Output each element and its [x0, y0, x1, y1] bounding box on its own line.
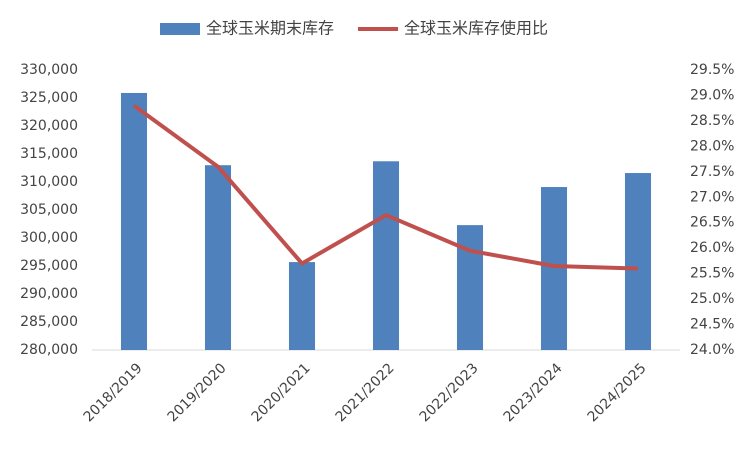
- bar: [372, 161, 400, 350]
- y-tick-label: 330,000: [20, 62, 78, 78]
- y-tick-label: 300,000: [20, 230, 78, 246]
- x-tick-label: 2021/2022: [333, 360, 398, 425]
- y2-tick-label: 28.5%: [690, 113, 734, 129]
- y-tick-label: 310,000: [20, 174, 78, 190]
- y2-tick-label: 27.5%: [690, 164, 734, 180]
- y-tick-label: 325,000: [20, 90, 78, 106]
- y2-tick-label: 24.5%: [690, 317, 734, 333]
- legend-swatch: [160, 23, 200, 35]
- y2-tick-label: 25.0%: [690, 291, 734, 307]
- y2-tick-label: 29.5%: [690, 62, 734, 78]
- y2-tick-label: 26.5%: [690, 215, 734, 231]
- y-tick-label: 290,000: [20, 286, 78, 302]
- bar: [540, 187, 568, 350]
- x-tick-label: 2018/2019: [81, 360, 146, 425]
- y2-tick-label: 24.0%: [690, 342, 734, 358]
- y2-tick-label: 28.0%: [690, 138, 734, 154]
- x-tick-label: 2019/2020: [165, 360, 230, 425]
- bar: [624, 173, 652, 350]
- y-tick-label: 320,000: [20, 118, 78, 134]
- y-tick-label: 285,000: [20, 314, 78, 330]
- bar: [456, 225, 484, 350]
- bar: [204, 165, 232, 350]
- legend-label: 全球玉米期末库存: [206, 19, 334, 38]
- legend-label: 全球玉米库存使用比: [404, 19, 548, 38]
- y-tick-label: 315,000: [20, 146, 78, 162]
- line: [132, 104, 639, 271]
- y-tick-label: 295,000: [20, 258, 78, 274]
- bar: [288, 262, 316, 350]
- y2-tick-label: 25.5%: [690, 266, 734, 282]
- x-tick-label: 2022/2023: [417, 360, 482, 425]
- y-tick-label: 305,000: [20, 202, 78, 218]
- y2-tick-label: 26.0%: [690, 240, 734, 256]
- y-tick-label: 280,000: [20, 342, 78, 358]
- x-tick-label: 2024/2025: [585, 360, 650, 425]
- x-tick-label: 2020/2021: [249, 360, 314, 425]
- bar: [120, 92, 148, 351]
- x-tick-label: 2023/2024: [501, 360, 566, 425]
- y2-tick-label: 29.0%: [690, 87, 734, 103]
- y2-tick-label: 27.0%: [690, 189, 734, 205]
